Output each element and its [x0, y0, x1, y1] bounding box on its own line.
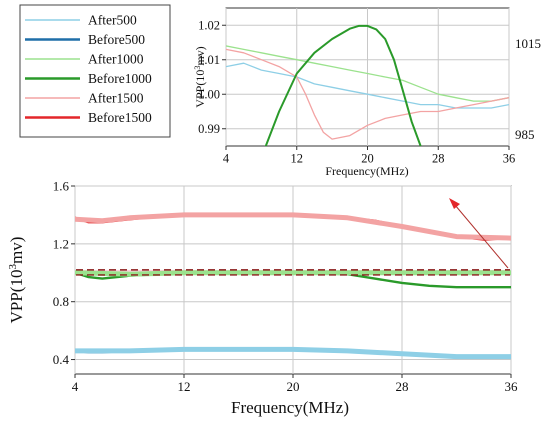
- inset-y-tick-label: 1.02: [198, 19, 220, 33]
- main-series-after1500: [75, 212, 511, 241]
- inset-series-after1000: [226, 45, 509, 102]
- inset-series-before1000: [264, 24, 422, 146]
- inset-y-axis-title: VPP(103mv): [193, 46, 207, 107]
- main-x-tick-label: 12: [178, 379, 191, 394]
- inset-y-axis-title-main: VPP(10: [193, 70, 207, 108]
- legend-box: [19, 4, 171, 138]
- main-y-axis-title-unit: mv): [7, 237, 26, 264]
- trend-arrow-head: [449, 198, 460, 209]
- inset-y-tick-label: 0.99: [198, 122, 220, 136]
- legend-label-after1000: After1000: [88, 52, 144, 67]
- inset-series-after500: [226, 62, 509, 109]
- inset-x-tick-label: 4: [223, 152, 230, 166]
- main-y-axis-title: VPP(103mv): [7, 237, 26, 324]
- main-series-after500: [75, 346, 511, 360]
- inset-y-axis-title-unit: mv): [193, 46, 207, 65]
- inset-y-tick-label: 1.01: [198, 53, 220, 67]
- legend-label-before500: Before500: [88, 32, 145, 47]
- main-y-tick-label: 1.2: [53, 236, 69, 251]
- inset-x-axis-title: Frequency(MHz): [325, 164, 408, 178]
- inset-y2-tick-label: 1015: [515, 36, 541, 51]
- legend: After500 Before500 After1000 Before1000 Afte…: [19, 4, 171, 138]
- inset-x-tick-label: 12: [291, 152, 304, 166]
- main-series-after1000: [75, 270, 511, 277]
- inset-y-tick-label: 1.00: [198, 88, 220, 102]
- legend-label-after500: After500: [88, 13, 137, 28]
- main-x-axis-title: Frequency(MHz): [231, 398, 349, 417]
- inset-y2-tick-label: 985: [515, 127, 535, 142]
- trend-arrow: [449, 198, 509, 269]
- trend-arrow-line: [454, 204, 509, 269]
- main-y-tick-label: 0.8: [53, 294, 69, 309]
- inset-x-tick-label: 28: [432, 152, 445, 166]
- inset-chart: 4 12 20 28 36 0.99 1.00 1.01 1.02 Frequency(MHz)…: [193, 7, 541, 178]
- main-y-axis-title-sup: 3: [7, 264, 19, 270]
- main-y-tick-label: 0.4: [53, 352, 70, 367]
- inset-x-tick-label: 36: [503, 152, 516, 166]
- legend-label-before1000: Before1000: [88, 71, 152, 86]
- inset-series-after1500: [226, 48, 509, 140]
- main-y-tick-label: 1.6: [53, 179, 70, 194]
- legend-label-before1500: Before1500: [88, 110, 152, 125]
- main-x-tick-label: 36: [505, 379, 519, 394]
- inset-y-axis-title-sup: 3: [193, 66, 202, 70]
- main-x-tick-label: 28: [396, 379, 409, 394]
- main-y-axis-title-main: VPP(10: [7, 270, 26, 324]
- main-x-tick-label: 4: [72, 379, 79, 394]
- legend-label-after1500: After1500: [88, 91, 144, 106]
- main-x-tick-label: 20: [287, 379, 300, 394]
- main-chart: 4 12 20 28 36 0.4 0.8 1.2 1.6 Frequency(MHz) VPP…: [7, 179, 518, 417]
- inset-x-tick-label: 20: [361, 152, 374, 166]
